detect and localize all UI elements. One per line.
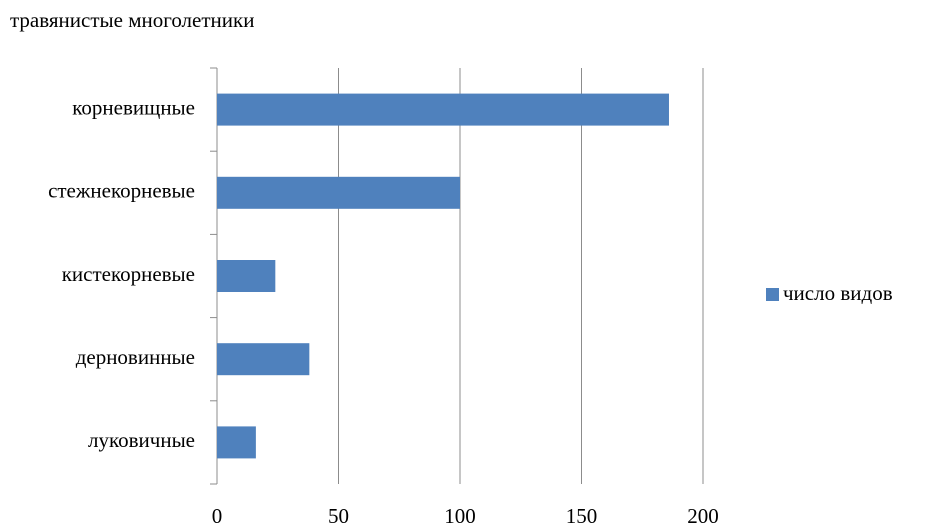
x-tick-label: 200 (687, 504, 719, 524)
y-tick-label: дерновинные (76, 345, 195, 369)
y-tick-label: кистекорневые (62, 262, 195, 286)
x-tick-label: 50 (328, 504, 349, 524)
y-tick-label: луковичные (88, 428, 195, 452)
bar (217, 343, 310, 376)
y-tick-label: стежнекорневые (48, 179, 195, 203)
chart-title: травянистые многолетники (10, 8, 254, 32)
x-tick-label: 100 (444, 504, 476, 524)
bar (217, 426, 256, 459)
legend-label: число видов (783, 281, 893, 305)
x-tick-label: 0 (212, 504, 223, 524)
y-tick-label: корневищные (72, 95, 195, 119)
bar (217, 260, 276, 292)
bar (217, 176, 460, 209)
legend-swatch (766, 288, 779, 301)
x-tick-label: 150 (566, 504, 598, 524)
bar (217, 93, 669, 126)
